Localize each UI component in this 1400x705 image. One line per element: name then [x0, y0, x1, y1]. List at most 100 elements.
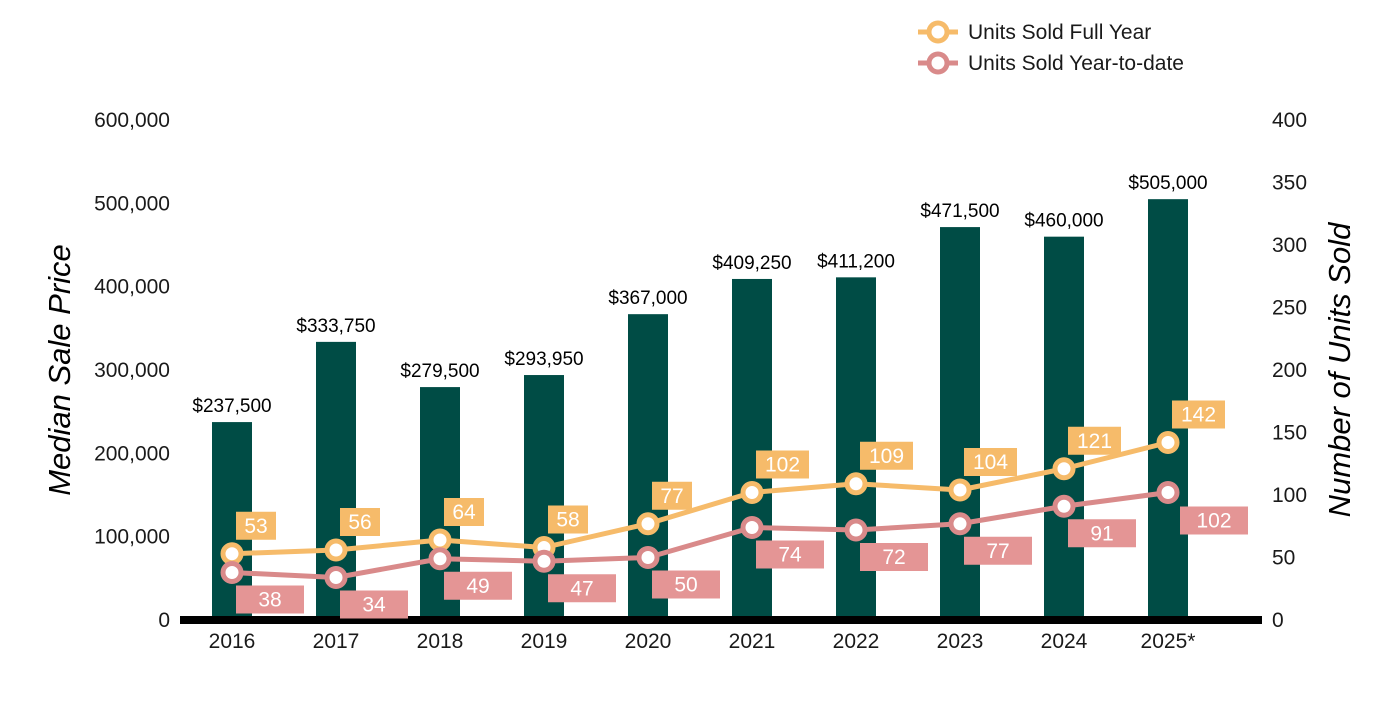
line-point — [1156, 431, 1180, 454]
line-data-label-box — [548, 505, 588, 534]
line-data-label-box — [964, 536, 1032, 565]
y2-axis-tick-label: 350 — [1272, 172, 1307, 195]
line-point — [1156, 481, 1180, 504]
line-point — [740, 516, 764, 539]
y-axis-tick-label: 600,000 — [94, 109, 170, 132]
line-data-label-box — [652, 570, 720, 599]
line-data-label: 56 — [348, 511, 371, 534]
line-series-year-to-date — [231, 490, 1169, 580]
line-data-label-box — [444, 571, 512, 600]
line-point — [428, 528, 452, 552]
y-axis-tick-label: 500,000 — [94, 192, 170, 215]
line-point — [220, 561, 244, 584]
y-axis-title: Median Sale Price — [42, 244, 77, 496]
line-data-label: 104 — [973, 451, 1008, 474]
bar-value-label: $237,500 — [192, 396, 271, 417]
line-point — [844, 518, 868, 542]
legend-label: Units Sold Full Year — [968, 21, 1151, 44]
line-point — [428, 547, 452, 571]
line-data-label: 49 — [466, 575, 489, 598]
line-data-label-box — [1068, 519, 1136, 548]
line-data-label: 58 — [556, 509, 579, 532]
line-data-label: 142 — [1181, 404, 1216, 427]
y2-axis-tick-label: 150 — [1272, 422, 1307, 445]
x-axis-tick-label: 2023 — [937, 630, 984, 653]
line-point — [740, 481, 764, 504]
x-axis-tick-label: 2016 — [209, 630, 256, 653]
bar-value-label: $293,950 — [504, 349, 583, 370]
bar-value-label: $367,000 — [608, 288, 687, 309]
line-data-label: 77 — [986, 540, 1009, 563]
line-point — [948, 512, 972, 536]
bar — [732, 278, 772, 620]
line-data-label: 102 — [765, 454, 800, 477]
x-axis-tick-label: 2022 — [833, 630, 880, 653]
y2-axis-title: Number of Units Sold — [1322, 221, 1357, 517]
line-data-label: 64 — [452, 501, 476, 524]
y-axis-tick-label: 0 — [158, 609, 170, 632]
line-point — [324, 566, 348, 589]
bar-value-label: $333,750 — [296, 316, 375, 337]
line-data-label: 34 — [362, 594, 386, 617]
x-axis-tick-label: 2020 — [625, 630, 672, 653]
line-data-label: 38 — [258, 589, 281, 612]
y-axis-tick-label: 300,000 — [94, 359, 170, 382]
bar-value-label: $411,200 — [817, 251, 895, 272]
line-data-label-box — [340, 590, 408, 619]
line-point — [844, 472, 868, 496]
line-data-label-box — [756, 540, 824, 569]
line-point — [636, 512, 660, 536]
x-axis-tick-label: 2017 — [313, 630, 360, 653]
line-data-label-box — [236, 585, 304, 614]
x-axis-tick-label: 2019 — [521, 630, 568, 653]
line-data-label-box — [652, 481, 692, 510]
line-point — [948, 478, 972, 502]
y-axis-tick-label: 200,000 — [94, 442, 170, 465]
x-axis-tick-label: 2021 — [729, 630, 776, 653]
line-data-label-box — [548, 574, 616, 603]
line-data-label: 50 — [674, 574, 697, 597]
legend-marker — [926, 51, 950, 75]
x-axis-line — [180, 616, 1262, 624]
line-data-label: 121 — [1077, 430, 1112, 453]
bar-value-label: $505,000 — [1128, 173, 1207, 194]
line-data-label-box — [964, 448, 1017, 476]
bar — [628, 314, 668, 620]
y2-axis-tick-label: 100 — [1272, 484, 1307, 507]
y2-axis-tick-label: 400 — [1272, 109, 1307, 132]
line-data-label-box — [1068, 426, 1121, 455]
y2-axis-tick-label: 250 — [1272, 297, 1307, 320]
x-axis-tick-label: 2018 — [417, 630, 464, 653]
line-data-label-box — [860, 543, 928, 571]
line-data-label-box — [860, 441, 913, 470]
x-axis-tick-label: 2025* — [1141, 630, 1196, 653]
line-data-label-box — [340, 508, 380, 536]
y2-axis-tick-label: 0 — [1272, 609, 1284, 632]
line-point — [1052, 457, 1076, 481]
legend-marker — [926, 20, 950, 44]
line-data-label: 47 — [570, 577, 593, 600]
line-point — [532, 549, 556, 573]
line-data-label: 109 — [869, 445, 904, 468]
line-data-label: 91 — [1090, 522, 1113, 545]
line-data-label-box — [236, 511, 276, 540]
bar-value-label: $409,250 — [712, 253, 791, 274]
y2-axis-tick-label: 50 — [1272, 547, 1295, 570]
bar-value-label: $471,500 — [920, 201, 999, 222]
line-data-label: 53 — [244, 515, 267, 538]
line-data-label-box — [1172, 400, 1225, 429]
y2-axis-tick-label: 300 — [1272, 234, 1307, 257]
line-point — [220, 542, 244, 566]
line-series-full-year — [231, 440, 1169, 557]
x-axis-tick-label: 2024 — [1041, 630, 1088, 653]
bar-value-label: $279,500 — [400, 361, 479, 382]
line-point — [1052, 494, 1076, 518]
line-data-label: 102 — [1196, 510, 1231, 533]
line-point — [636, 546, 660, 569]
line-data-label-box — [444, 498, 484, 526]
legend-label: Units Sold Year-to-date — [968, 52, 1184, 75]
line-data-label-box — [1180, 506, 1248, 535]
line-data-label: 74 — [778, 544, 802, 567]
